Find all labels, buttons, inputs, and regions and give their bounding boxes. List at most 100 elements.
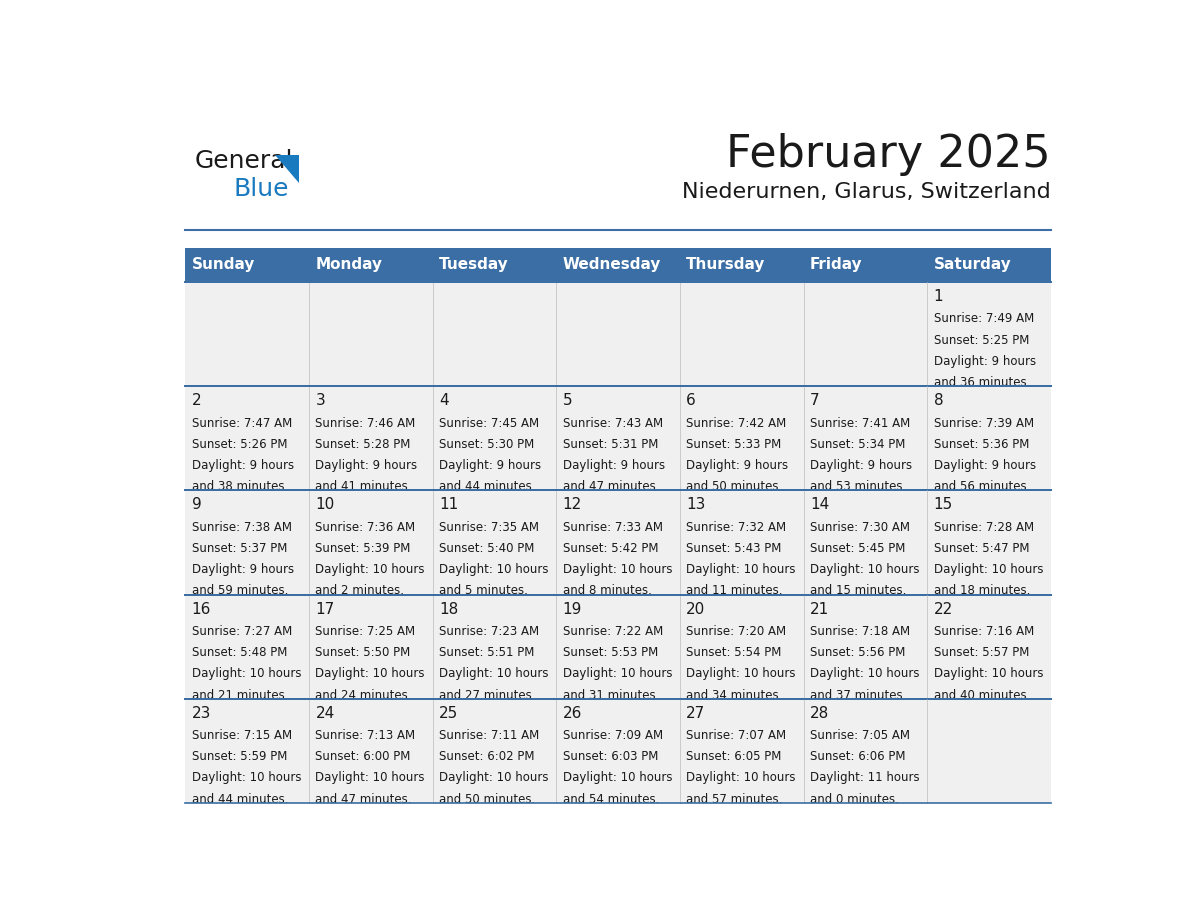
Text: Sunset: 6:02 PM: Sunset: 6:02 PM [440, 750, 535, 763]
Text: 5: 5 [563, 393, 573, 409]
Bar [185, 699, 309, 803]
Text: 16: 16 [191, 601, 211, 617]
Bar [803, 595, 927, 699]
Text: Daylight: 9 hours: Daylight: 9 hours [934, 459, 1036, 472]
Bar [185, 248, 1051, 282]
Text: and 50 minutes.: and 50 minutes. [440, 793, 536, 806]
Text: Sunset: 5:42 PM: Sunset: 5:42 PM [563, 542, 658, 554]
Text: Daylight: 10 hours: Daylight: 10 hours [810, 563, 920, 577]
Text: Sunrise: 7:36 AM: Sunrise: 7:36 AM [315, 521, 416, 533]
Text: Daylight: 10 hours: Daylight: 10 hours [563, 563, 672, 577]
Text: and 44 minutes.: and 44 minutes. [440, 480, 536, 493]
Text: Sunrise: 7:30 AM: Sunrise: 7:30 AM [810, 521, 910, 533]
Text: February 2025: February 2025 [726, 133, 1051, 175]
Text: and 47 minutes.: and 47 minutes. [315, 793, 412, 806]
Text: Sunset: 5:30 PM: Sunset: 5:30 PM [440, 438, 535, 451]
Text: and 56 minutes.: and 56 minutes. [934, 480, 1030, 493]
Text: 21: 21 [810, 601, 829, 617]
Text: Sunrise: 7:07 AM: Sunrise: 7:07 AM [687, 729, 786, 742]
Text: 12: 12 [563, 498, 582, 512]
Text: 1: 1 [934, 289, 943, 304]
Text: and 31 minutes.: and 31 minutes. [563, 688, 659, 701]
Text: 20: 20 [687, 601, 706, 617]
Text: Sunrise: 7:39 AM: Sunrise: 7:39 AM [934, 417, 1034, 430]
Text: Daylight: 10 hours: Daylight: 10 hours [440, 563, 549, 577]
Text: Daylight: 9 hours: Daylight: 9 hours [934, 354, 1036, 368]
Text: Sunrise: 7:45 AM: Sunrise: 7:45 AM [440, 417, 539, 430]
Bar [432, 699, 556, 803]
Text: and 5 minutes.: and 5 minutes. [440, 585, 527, 598]
Text: Sunset: 5:57 PM: Sunset: 5:57 PM [934, 646, 1029, 659]
Text: Daylight: 10 hours: Daylight: 10 hours [810, 667, 920, 680]
Bar [680, 282, 803, 386]
Text: Sunset: 5:40 PM: Sunset: 5:40 PM [440, 542, 535, 554]
Text: and 11 minutes.: and 11 minutes. [687, 585, 783, 598]
Text: Sunrise: 7:20 AM: Sunrise: 7:20 AM [687, 625, 786, 638]
Bar [309, 386, 432, 490]
Text: 27: 27 [687, 706, 706, 721]
Text: Sunrise: 7:22 AM: Sunrise: 7:22 AM [563, 625, 663, 638]
Text: 8: 8 [934, 393, 943, 409]
Bar [803, 282, 927, 386]
Text: 2: 2 [191, 393, 202, 409]
Text: and 47 minutes.: and 47 minutes. [563, 480, 659, 493]
Text: and 37 minutes.: and 37 minutes. [810, 688, 906, 701]
Bar [185, 386, 309, 490]
Bar [803, 490, 927, 595]
Text: 7: 7 [810, 393, 820, 409]
Text: Sunrise: 7:13 AM: Sunrise: 7:13 AM [315, 729, 416, 742]
Text: and 53 minutes.: and 53 minutes. [810, 480, 906, 493]
Text: Sunrise: 7:43 AM: Sunrise: 7:43 AM [563, 417, 663, 430]
Text: Sunrise: 7:05 AM: Sunrise: 7:05 AM [810, 729, 910, 742]
Text: 18: 18 [440, 601, 459, 617]
Text: Friday: Friday [810, 257, 862, 273]
Text: Sunrise: 7:49 AM: Sunrise: 7:49 AM [934, 312, 1034, 325]
Bar [432, 595, 556, 699]
Bar [556, 386, 680, 490]
Bar [803, 386, 927, 490]
Text: 3: 3 [315, 393, 326, 409]
Text: and 38 minutes.: and 38 minutes. [191, 480, 287, 493]
Text: and 18 minutes.: and 18 minutes. [934, 585, 1030, 598]
Text: 15: 15 [934, 498, 953, 512]
Text: 26: 26 [563, 706, 582, 721]
Text: 11: 11 [440, 498, 459, 512]
Text: Daylight: 10 hours: Daylight: 10 hours [687, 667, 796, 680]
Text: Sunset: 5:43 PM: Sunset: 5:43 PM [687, 542, 782, 554]
Text: Daylight: 9 hours: Daylight: 9 hours [810, 459, 912, 472]
Text: 24: 24 [315, 706, 335, 721]
Polygon shape [274, 155, 298, 183]
Text: Daylight: 10 hours: Daylight: 10 hours [315, 667, 425, 680]
Text: Sunrise: 7:46 AM: Sunrise: 7:46 AM [315, 417, 416, 430]
Text: Sunset: 6:05 PM: Sunset: 6:05 PM [687, 750, 782, 763]
Text: and 8 minutes.: and 8 minutes. [563, 585, 651, 598]
Text: and 34 minutes.: and 34 minutes. [687, 688, 783, 701]
Text: Sunset: 5:34 PM: Sunset: 5:34 PM [810, 438, 905, 451]
Text: Sunset: 5:33 PM: Sunset: 5:33 PM [687, 438, 782, 451]
Text: 10: 10 [315, 498, 335, 512]
Text: Sunset: 5:54 PM: Sunset: 5:54 PM [687, 646, 782, 659]
Text: Daylight: 10 hours: Daylight: 10 hours [687, 771, 796, 785]
Text: Wednesday: Wednesday [563, 257, 661, 273]
Text: Sunset: 5:26 PM: Sunset: 5:26 PM [191, 438, 287, 451]
Text: Daylight: 9 hours: Daylight: 9 hours [563, 459, 665, 472]
Text: and 40 minutes.: and 40 minutes. [934, 688, 1030, 701]
Text: and 24 minutes.: and 24 minutes. [315, 688, 412, 701]
Text: Daylight: 10 hours: Daylight: 10 hours [315, 563, 425, 577]
Text: 25: 25 [440, 706, 459, 721]
Text: 28: 28 [810, 706, 829, 721]
Text: and 27 minutes.: and 27 minutes. [440, 688, 536, 701]
Text: Sunset: 5:53 PM: Sunset: 5:53 PM [563, 646, 658, 659]
Text: Sunrise: 7:15 AM: Sunrise: 7:15 AM [191, 729, 292, 742]
Bar [309, 699, 432, 803]
Bar [556, 282, 680, 386]
Text: Sunday: Sunday [191, 257, 255, 273]
Text: Sunrise: 7:25 AM: Sunrise: 7:25 AM [315, 625, 416, 638]
Text: Tuesday: Tuesday [440, 257, 508, 273]
Text: Sunrise: 7:23 AM: Sunrise: 7:23 AM [440, 625, 539, 638]
Text: Sunset: 5:45 PM: Sunset: 5:45 PM [810, 542, 905, 554]
Text: Daylight: 9 hours: Daylight: 9 hours [440, 459, 542, 472]
Bar [680, 699, 803, 803]
Bar [803, 699, 927, 803]
Text: Sunrise: 7:32 AM: Sunrise: 7:32 AM [687, 521, 786, 533]
